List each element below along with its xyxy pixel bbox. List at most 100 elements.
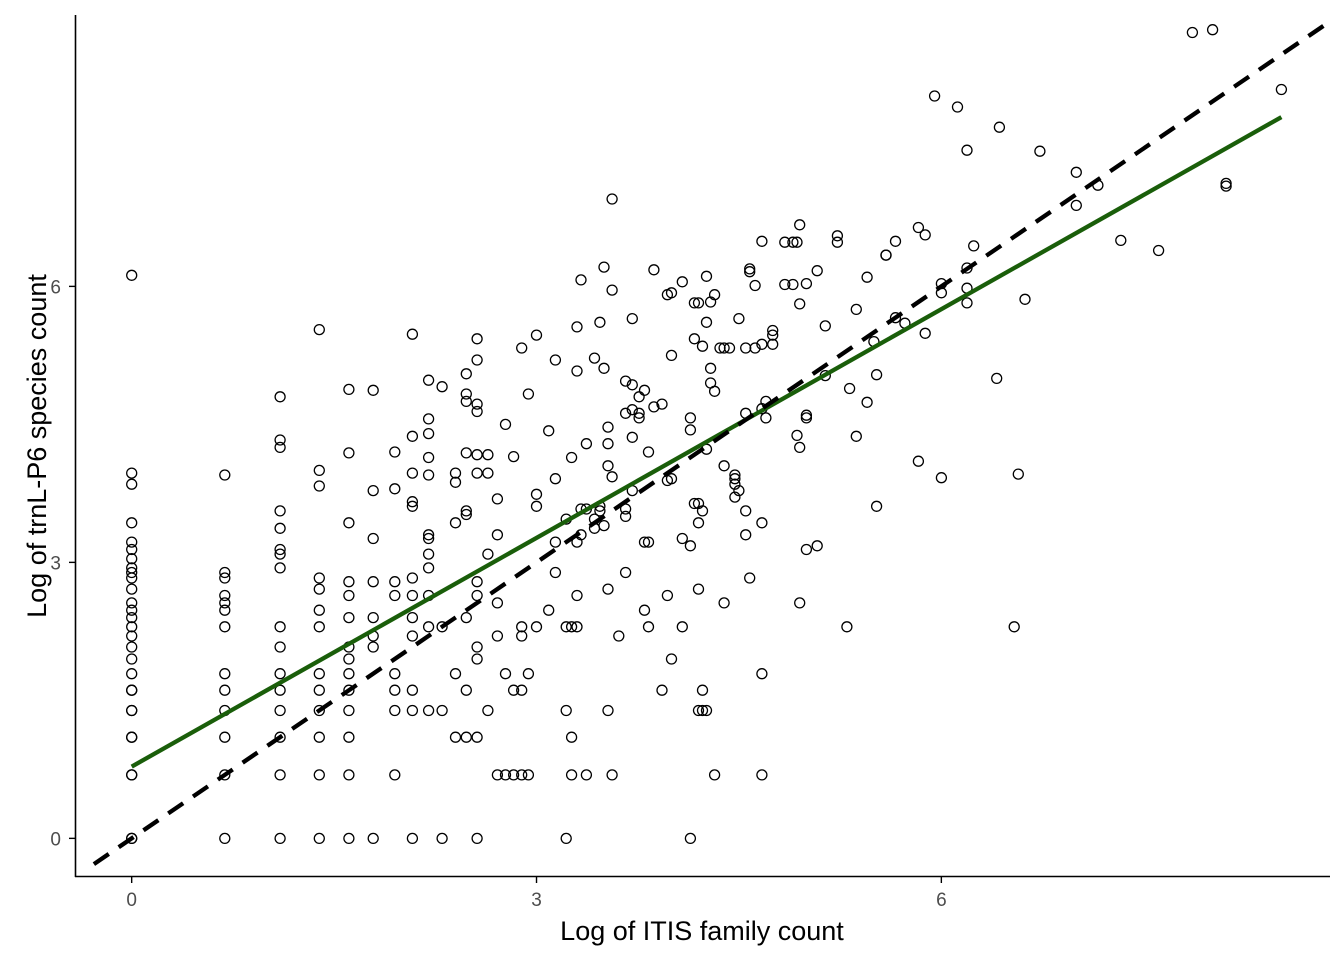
data-point [449,731,462,743]
data-point [274,441,286,454]
data-point [800,277,813,290]
data-point [406,500,419,512]
data-point [367,611,379,624]
data-point [126,269,138,281]
data-point [422,451,435,464]
data-point [343,447,355,459]
data-point [516,342,528,354]
data-point [313,583,325,595]
data-point [767,338,779,350]
data-point [543,604,555,616]
data-point [436,381,448,393]
data-point [602,421,614,433]
data-point [126,583,138,595]
data-point [530,488,543,500]
data-point [571,365,583,377]
data-point [471,333,483,345]
data-point [626,431,638,443]
data-point [343,576,355,588]
data-point [708,769,721,781]
data-point [313,464,325,477]
data-point [794,441,806,454]
data-point [406,611,419,624]
data-point [665,473,678,485]
data-point [696,340,709,352]
data-point [219,832,231,845]
data-point [274,522,286,534]
data-point [756,517,768,529]
data-point [841,621,853,633]
data-point [313,604,325,616]
data-point [406,630,419,642]
data-point [642,536,655,548]
data-point [313,668,325,680]
data-point [460,368,472,380]
data-point [422,529,435,541]
data-point [580,438,593,450]
data-point [831,236,844,248]
data-point [787,236,799,248]
data-point [126,562,138,574]
data-point [811,540,823,552]
data-point [606,193,618,205]
data-point [126,553,138,565]
data-point [613,630,625,642]
data-point [665,349,678,362]
data-point [274,704,286,717]
data-point [756,235,768,247]
data-point [642,446,655,458]
data-point [549,354,562,366]
data-point [811,265,823,277]
data-point [787,278,799,291]
data-point [313,731,325,743]
data-point [744,572,756,584]
data-point [313,832,325,845]
data-point [800,409,813,421]
data-point [580,769,593,781]
data-point [491,769,504,781]
data-point [676,276,688,288]
data-point [749,279,761,292]
data-point [870,369,883,381]
data-point [880,249,892,261]
data-point [449,467,462,479]
data-point [619,566,632,579]
data-point [482,704,494,717]
data-point [794,597,806,609]
data-point [1152,244,1165,257]
data-point [700,316,713,328]
data-point [343,769,355,781]
data-point [126,769,138,781]
data-point [843,382,856,395]
ticks-layer: 0 3 6 0 3 6 [50,277,946,911]
data-point [696,704,709,717]
data-point [219,566,231,579]
data-point [274,562,286,574]
data-point [723,342,736,354]
data-point [638,384,651,396]
data-point [126,517,138,529]
data-point [594,505,606,517]
data-point [499,418,512,431]
data-point [219,668,231,680]
data-point [684,540,697,552]
data-point [1206,24,1219,36]
data-point [219,731,231,743]
data-point [708,289,721,301]
data-point [919,327,931,339]
data-point [633,407,645,419]
data-point [740,342,752,354]
data-point [912,455,925,467]
data-point [471,405,483,418]
data-point [861,396,873,408]
data-point [571,589,583,602]
data-point [744,263,756,275]
x-tick-label: 3 [531,890,542,911]
data-point [471,354,483,366]
fit-line [130,115,1283,769]
data-point [602,704,614,717]
data-point [700,270,713,282]
data-point [460,447,472,459]
data-point [126,621,138,633]
data-point [870,500,883,512]
